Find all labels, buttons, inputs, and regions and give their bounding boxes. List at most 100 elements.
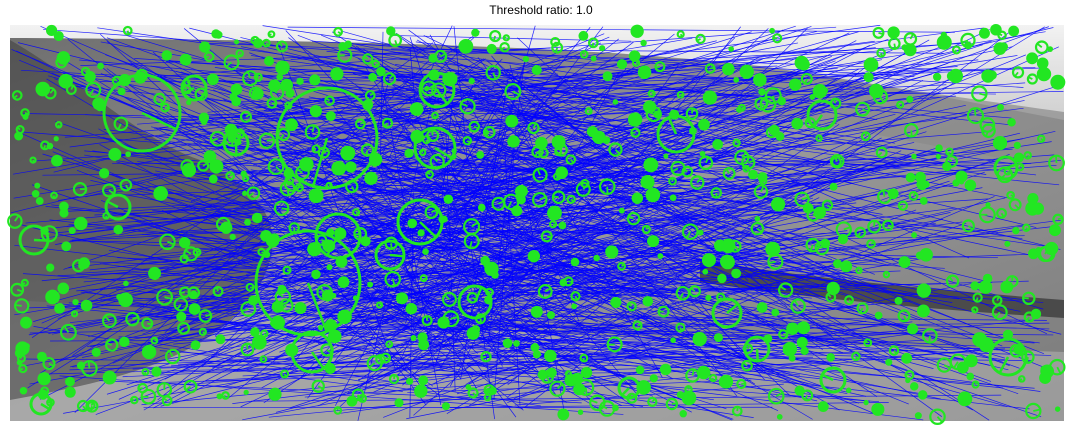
match-line (458, 177, 610, 354)
keypoint (935, 153, 942, 160)
keypoint (267, 30, 276, 39)
keypoint (676, 90, 685, 99)
keypoint (675, 285, 691, 301)
keypoint (979, 27, 990, 39)
keypoint (321, 289, 334, 302)
keypoint (485, 64, 501, 81)
keypoint (702, 268, 709, 275)
keypoint (480, 255, 490, 266)
keypoint (59, 201, 69, 212)
keypoint (955, 170, 968, 183)
keypoint (1049, 224, 1061, 237)
keypoint (101, 313, 117, 329)
match-line (401, 84, 473, 315)
keypoint (36, 351, 47, 362)
match-line (336, 61, 875, 275)
keypoint (459, 98, 476, 115)
keypoint (311, 269, 321, 280)
keypoint (903, 123, 919, 138)
keypoint (522, 55, 530, 63)
keypoint (212, 285, 224, 297)
keypoint (211, 29, 221, 39)
match-line (200, 72, 987, 175)
keypoint (577, 378, 595, 396)
keypoint (318, 325, 324, 331)
keypoint (340, 145, 356, 161)
keypoint (242, 70, 259, 87)
keypoint (333, 406, 343, 415)
keypoint (790, 298, 806, 314)
keypoint (888, 37, 901, 50)
keypoint (53, 136, 59, 142)
match-line (175, 170, 704, 305)
keypoint (911, 232, 918, 239)
keypoint (153, 92, 166, 106)
match-line (250, 172, 427, 406)
match-line (376, 68, 474, 155)
match-line (458, 96, 942, 192)
match-line (413, 365, 471, 416)
keypoint (659, 363, 672, 376)
keypoint (405, 377, 414, 385)
keypoint (404, 148, 414, 158)
keypoint (242, 190, 248, 196)
keypoint (979, 117, 996, 133)
keypoint (92, 97, 105, 110)
match-line (437, 140, 845, 328)
keypoint (894, 296, 903, 305)
keypoint (419, 274, 428, 283)
keypoint (376, 66, 386, 77)
keypoint (786, 322, 799, 335)
match-line (488, 68, 524, 340)
keypoint (981, 69, 995, 83)
keypoint (364, 90, 376, 101)
match-line (348, 42, 971, 169)
match-line (84, 150, 998, 233)
keypoint (896, 100, 905, 109)
keypoint (608, 142, 623, 157)
keypoint (54, 302, 65, 314)
keypoint (311, 379, 325, 393)
keypoint (647, 235, 660, 248)
keypoint (645, 187, 661, 203)
keypoint (368, 72, 378, 82)
keypoint (586, 126, 598, 138)
keypoint (437, 316, 450, 329)
keypoint (961, 219, 975, 233)
keypoint (1030, 308, 1042, 320)
keypoint (782, 341, 798, 357)
match-line (349, 159, 1061, 230)
keypoint (54, 121, 63, 129)
keypoint (502, 193, 520, 211)
match-line (54, 78, 1042, 418)
keypoint (697, 229, 704, 236)
keypoint (942, 161, 952, 172)
keypoint (653, 110, 662, 119)
keypoint (137, 382, 148, 394)
match-line (232, 321, 913, 404)
keypoint (571, 372, 583, 385)
keypoint (423, 85, 430, 92)
keypoint (997, 30, 1007, 41)
match-line (259, 215, 507, 253)
keypoint (468, 77, 475, 85)
keypoint (113, 224, 124, 235)
keypoint (935, 144, 943, 152)
keypoint (855, 101, 871, 117)
keypoint (177, 321, 191, 335)
keypoint (388, 373, 400, 385)
keypoint (141, 368, 150, 376)
keypoint (309, 74, 321, 86)
keypoint (76, 399, 90, 413)
keypoint (702, 90, 718, 105)
keypoint (681, 390, 697, 406)
match-line (358, 87, 630, 322)
keypoint (246, 186, 261, 201)
match-line (422, 100, 777, 118)
match-line (409, 48, 416, 99)
keypoint (754, 96, 769, 111)
keypoint (119, 178, 133, 192)
match-line (300, 138, 1045, 247)
keypoint (860, 131, 871, 142)
keypoint (825, 291, 837, 303)
